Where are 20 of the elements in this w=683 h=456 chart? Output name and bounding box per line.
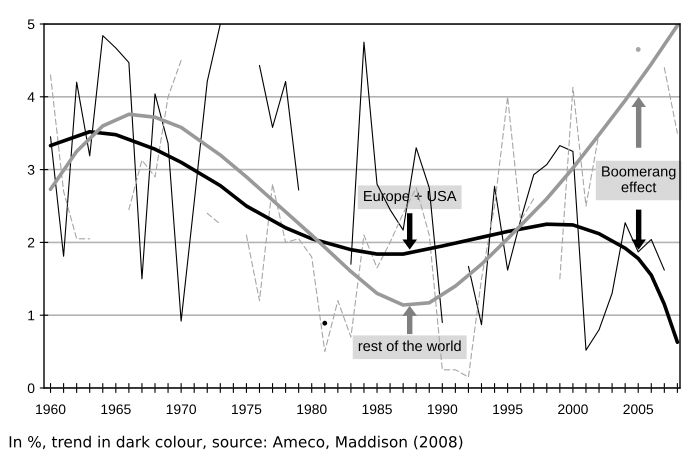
y-tick-label: 2 bbox=[28, 238, 34, 248]
x-tick-label: 1965 bbox=[101, 404, 131, 414]
x-tick-label: 1975 bbox=[232, 404, 262, 414]
x-tick-label: 1990 bbox=[428, 404, 458, 414]
x-tick-label: 1985 bbox=[362, 404, 392, 414]
y-tick-label: 1 bbox=[28, 310, 34, 320]
y-tick-label: 4 bbox=[28, 92, 35, 102]
x-tick-label: 2000 bbox=[558, 404, 588, 414]
text: In %, trend in dark colour, source: Ameco, Maddison (2008) bbox=[10, 436, 462, 450]
x-tick-label: 1980 bbox=[297, 404, 327, 414]
x-tick-label: 1960 bbox=[36, 404, 66, 414]
x-tick-label: 1995 bbox=[493, 404, 522, 414]
y-tick-label: 0 bbox=[28, 383, 34, 394]
annotation: rest of the world bbox=[358, 340, 461, 352]
line-series bbox=[48, 24, 680, 307]
y-tick-label: 3 bbox=[28, 164, 34, 175]
y-tick-label: 5 bbox=[28, 19, 34, 30]
x-tick-label: 2005 bbox=[623, 404, 654, 414]
x-tick-label: 1970 bbox=[166, 404, 196, 414]
annotation: Boomerang effect bbox=[602, 166, 676, 192]
